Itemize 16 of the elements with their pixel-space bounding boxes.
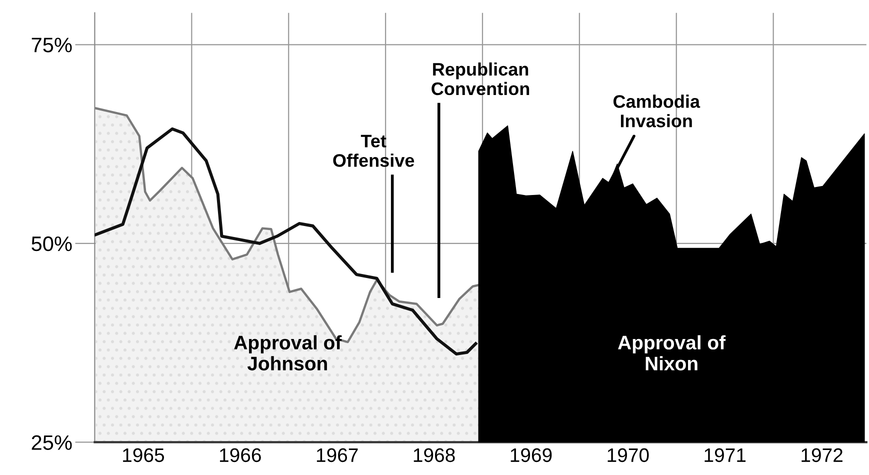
y-tick-label: 25%: [32, 435, 72, 450]
annotation: Cambodia Invasion: [613, 94, 700, 128]
x-tick-label: 1972: [802, 448, 842, 462]
series-label: Approval of Nixon: [618, 335, 726, 370]
x-tick-label: 1968: [414, 448, 455, 462]
x-tick-label: 1971: [704, 448, 746, 462]
x-tick-label: 1965: [123, 448, 164, 462]
ref-line-label: Republican Convention: [432, 62, 530, 96]
y-tick-label: 50%: [32, 236, 72, 252]
y-tick-label: 75%: [32, 38, 72, 52]
x-tick-label: 1967: [316, 448, 358, 462]
ref-line-label: Tet Offensive: [333, 134, 414, 167]
series-label: Approval of Johnson: [234, 335, 342, 370]
x-tick-label: 1969: [510, 448, 552, 462]
x-tick-label: 1970: [608, 448, 649, 462]
x-tick-label: 1966: [220, 448, 261, 462]
